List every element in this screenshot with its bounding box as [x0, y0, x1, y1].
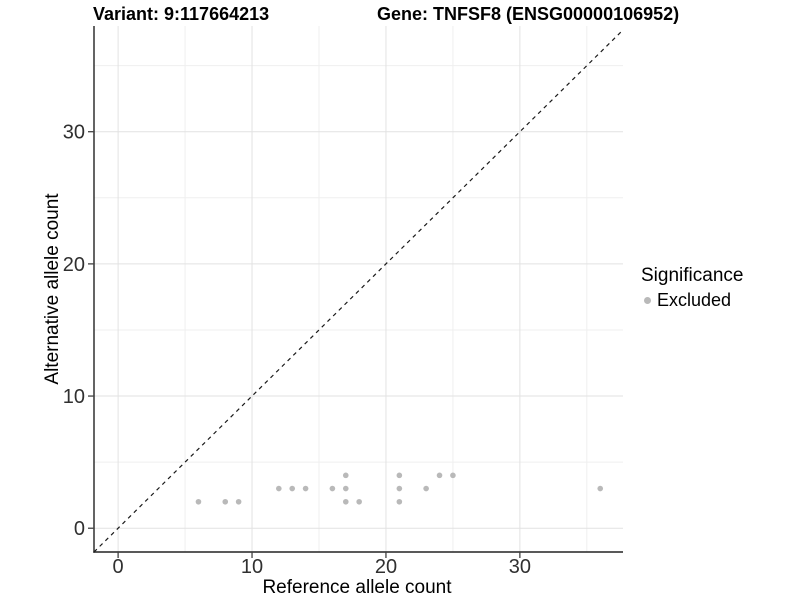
y-axis-title: Alternative allele count [42, 193, 63, 385]
data-point [195, 498, 202, 505]
data-point [423, 485, 429, 492]
data-point [396, 485, 403, 492]
data-point [302, 485, 309, 492]
y-tick-label: 20 [63, 254, 85, 276]
data-point [597, 485, 604, 492]
data-point [342, 472, 349, 479]
excluded-point-swatch [644, 296, 651, 304]
data-point [289, 485, 296, 492]
gene-title: Gene: TNFSF8 (ENSG00000106952) [377, 4, 680, 24]
data-point [222, 498, 229, 505]
x-tick-label: 30 [509, 556, 531, 578]
data-point [396, 498, 403, 505]
y-tick-label: 30 [63, 122, 85, 144]
identity-line [93, 29, 624, 553]
legend-item-excluded: Excluded [641, 290, 743, 311]
data-point [329, 485, 336, 492]
data-point [235, 498, 242, 505]
x-tick-label: 20 [375, 556, 397, 578]
variant-title: Variant: 9:117664213 [93, 4, 270, 24]
data-point [396, 472, 403, 479]
y-tick-label: 10 [63, 386, 85, 408]
x-tick-label: 0 [113, 556, 124, 578]
y-tick-label: 0 [74, 518, 85, 540]
legend-title: Significance [641, 265, 744, 286]
data-point [356, 498, 362, 505]
data-point [342, 485, 349, 492]
data-point [342, 498, 349, 505]
legend-item-label: Excluded [657, 289, 732, 310]
x-tick-label: 10 [241, 556, 263, 578]
data-point [450, 472, 456, 479]
legend: Significance Excluded [641, 265, 744, 311]
data-point [276, 485, 282, 492]
x-axis-title: Reference allele count [262, 577, 452, 598]
data-point [436, 472, 443, 479]
